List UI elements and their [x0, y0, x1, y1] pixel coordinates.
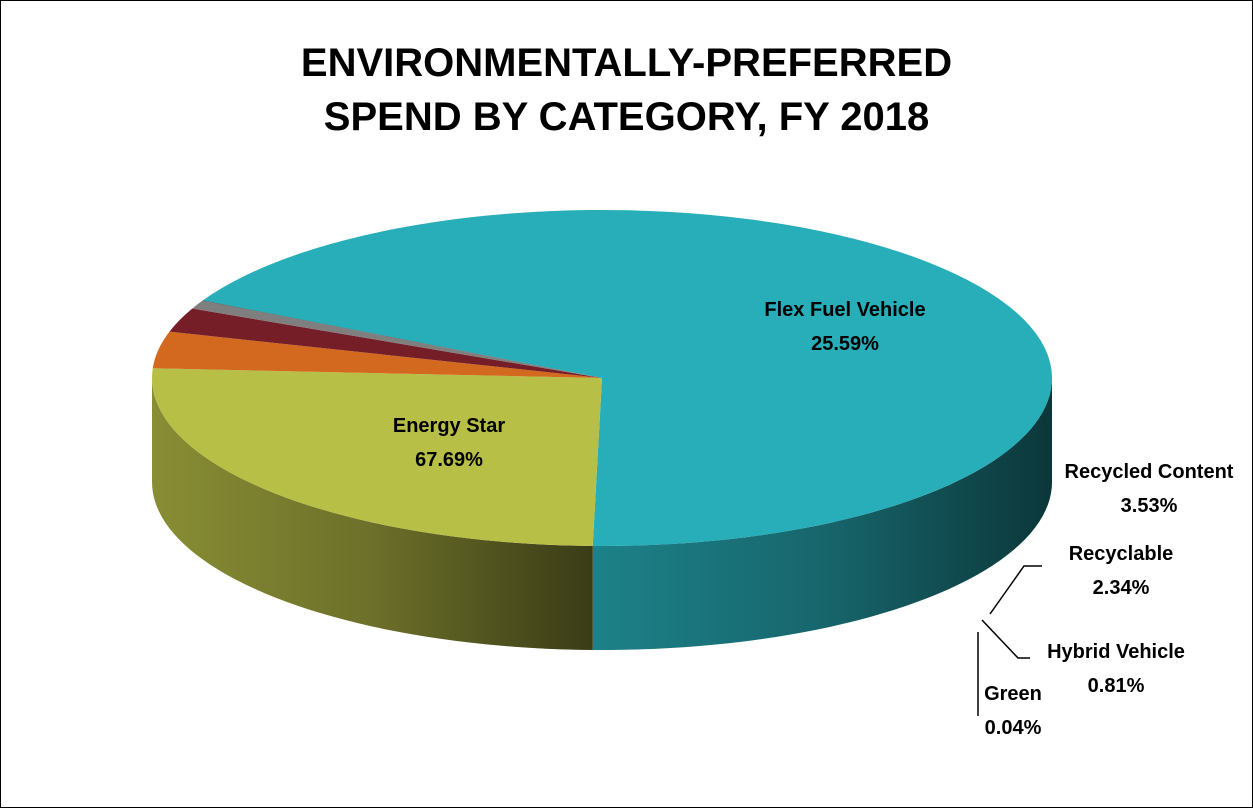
pie-slice-recycled-content [152, 331, 602, 378]
pie-tops [152, 209, 1053, 546]
pie-side-shade-energy-star [592, 378, 1052, 650]
pie-slice-flex-fuel-vehicle [152, 368, 602, 546]
chart-title-line-2: SPEND BY CATEGORY, FY 2018 [323, 95, 930, 139]
slice-label-value-recyclable: 2.34% [1093, 577, 1150, 599]
pie-slice-recyclable [169, 308, 602, 378]
slice-label-name-flex-fuel-vehicle: Flex Fuel Vehicle [764, 299, 925, 321]
slice-label-name-recycled-content: Recycled Content [1065, 461, 1234, 483]
chart-title: ENVIRONMENTALLY-PREFERRED SPEND BY CATEG… [0, 36, 1253, 144]
slice-label-name-energy-star: Energy Star [393, 415, 505, 437]
slice-label-value-hybrid-vehicle: 0.81% [1088, 675, 1145, 697]
chart-title-line-1: ENVIRONMENTALLY-PREFERRED [300, 41, 953, 85]
slice-label-value-energy-star: 67.69% [415, 449, 483, 471]
pie-slice-green [202, 300, 602, 378]
pie-side-shade-flex-fuel-vehicle [152, 378, 593, 650]
leader-line-hybrid-vehicle [981, 619, 1030, 659]
slice-label-value-flex-fuel-vehicle: 25.59% [811, 333, 879, 355]
slice-label-name-hybrid-vehicle: Hybrid Vehicle [1047, 641, 1185, 663]
slice-label-value-green: 0.04% [985, 717, 1042, 739]
slice-labels: Energy Star 67.69% Flex Fuel Vehicle 25.59%… [393, 299, 1234, 739]
leader-line-recyclable [989, 565, 1042, 615]
leader-lines [977, 565, 1042, 716]
slice-label-name-recyclable: Recyclable [1069, 543, 1174, 565]
pie-sides [152, 378, 1052, 650]
pie-slice-energy-star [202, 209, 1053, 546]
slice-label-value-recycled-content: 3.53% [1121, 495, 1178, 517]
slice-label-name-green: Green [984, 683, 1042, 705]
pie-slice-hybrid-vehicle [192, 300, 602, 378]
